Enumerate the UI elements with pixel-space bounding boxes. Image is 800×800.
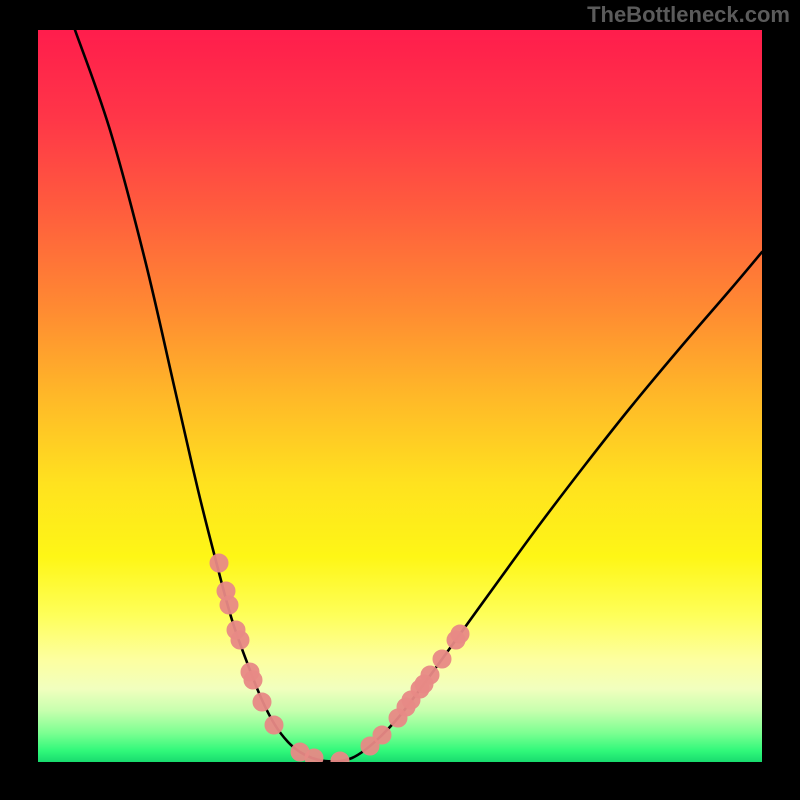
chart-svg xyxy=(0,0,800,800)
data-marker xyxy=(231,631,249,649)
data-marker xyxy=(305,749,323,767)
data-marker xyxy=(210,554,228,572)
bottleneck-curve xyxy=(75,30,762,761)
data-marker xyxy=(451,625,469,643)
data-marker xyxy=(220,596,238,614)
chart-container: TheBottleneck.com xyxy=(0,0,800,800)
data-marker xyxy=(265,716,283,734)
data-marker xyxy=(433,650,451,668)
data-marker xyxy=(373,726,391,744)
data-marker xyxy=(331,752,349,770)
data-marker xyxy=(244,671,262,689)
data-marker xyxy=(421,666,439,684)
data-marker xyxy=(253,693,271,711)
